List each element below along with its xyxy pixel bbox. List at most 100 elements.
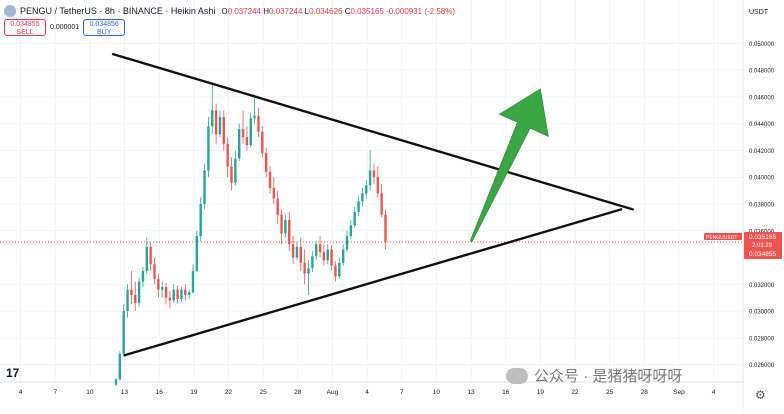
y-tick-label: 0.026000 <box>749 363 775 369</box>
grid <box>0 0 743 382</box>
buy-label: BUY <box>97 29 112 36</box>
candle <box>184 284 187 301</box>
candle <box>338 257 341 279</box>
candle-body <box>141 270 145 282</box>
symbol-title[interactable]: PENGU / TetherUS · 8h · BINANCE · Heikin… <box>20 6 216 16</box>
candle-body <box>211 110 214 127</box>
ohlc-open: 0.037244 <box>227 6 262 16</box>
candle-body <box>264 153 268 172</box>
candle-body <box>195 236 199 271</box>
candle <box>157 273 160 298</box>
price-label: PENGUUSDT 0.035165 2:01:29 0.034855 <box>704 232 782 259</box>
y-tick-label: 0.048000 <box>749 69 775 75</box>
candle-body <box>384 214 387 242</box>
candle-body <box>161 286 164 290</box>
candle <box>288 212 291 251</box>
candle-body <box>261 131 264 154</box>
price-label-bid: 0.034855 <box>749 251 776 258</box>
candle <box>126 284 129 318</box>
y-tick-label: 0.050000 <box>749 42 775 48</box>
candle <box>180 286 183 302</box>
sell-price: 0.034855 <box>10 21 40 28</box>
candle <box>322 244 326 266</box>
watermark: 公众号 · 是猪猪呀呀呀 <box>506 365 682 386</box>
candle <box>149 242 152 271</box>
ohlc-low: 0.034626 <box>309 6 343 16</box>
candle <box>141 266 145 287</box>
y-tick-label: 0.032000 <box>749 283 775 289</box>
coin-logo-icon <box>4 5 16 17</box>
candle <box>168 290 172 309</box>
candle <box>207 117 210 178</box>
price-axis[interactable]: USDT 0.050000 0.048000 0.046000 0.044000 0.0… <box>749 9 775 369</box>
candle-body <box>168 297 172 301</box>
candle-body <box>230 166 233 183</box>
trendline-upper[interactable] <box>111 52 634 211</box>
x-tick-label: 25 <box>260 389 268 396</box>
candle <box>318 236 322 258</box>
buy-button[interactable]: 0.034856 BUY <box>83 19 126 36</box>
y-tick-label: 0.046000 <box>749 95 775 101</box>
candle-body <box>238 129 241 159</box>
ohlc-change: -0.000931 (-2.58%) <box>386 6 456 16</box>
candle <box>384 209 387 250</box>
candle-body <box>272 187 276 199</box>
candle <box>353 206 356 229</box>
ohlc-high-key: H <box>263 6 270 16</box>
candle-body <box>134 295 137 304</box>
candle <box>130 270 133 305</box>
candle <box>372 163 376 184</box>
tradingview-logo[interactable]: 17 <box>6 366 20 380</box>
candle <box>303 249 306 285</box>
price-label-countdown: 2:01:29 <box>752 243 773 249</box>
candle <box>280 209 283 245</box>
candle-body <box>268 171 272 188</box>
candle <box>187 289 191 300</box>
candle-body <box>299 246 302 263</box>
settings-gear-icon[interactable]: ⚙ <box>755 388 766 402</box>
price-label-symbol: PENGUUSDT <box>706 235 737 241</box>
candle <box>291 236 295 265</box>
candle-body <box>176 289 179 300</box>
candle-body <box>130 289 133 296</box>
candle <box>326 244 329 265</box>
y-tick-label: 0.044000 <box>749 122 775 128</box>
candle-body <box>145 246 148 271</box>
candle <box>361 187 364 207</box>
candle-body <box>303 262 306 274</box>
candle-body <box>203 170 206 205</box>
x-tick-label: 13 <box>467 389 475 396</box>
candle <box>357 195 360 217</box>
x-tick-label: 4 <box>19 389 23 396</box>
x-tick-label: 22 <box>571 389 579 396</box>
trendline-lower[interactable] <box>123 208 623 357</box>
y-tick-label: 0.030000 <box>749 310 775 316</box>
ohlc-open-key: O <box>221 6 228 16</box>
candle-body <box>153 264 156 279</box>
candle-body <box>257 115 260 132</box>
candle-body <box>322 252 326 261</box>
candle <box>365 179 368 199</box>
candle-body <box>214 110 218 135</box>
candle-body <box>226 143 229 167</box>
candles <box>114 83 387 387</box>
sell-label: SELL <box>16 29 34 36</box>
candle-body <box>291 244 295 258</box>
candle <box>349 220 353 239</box>
sell-button[interactable]: 0.034855 SELL <box>4 19 46 36</box>
candle-body <box>199 204 202 237</box>
candle <box>268 166 272 194</box>
candle <box>284 214 287 238</box>
ohlc-close-key: C <box>344 6 351 16</box>
x-tick-label: 7 <box>400 389 404 396</box>
candle <box>191 264 195 294</box>
candle-body <box>349 225 353 237</box>
candle <box>330 245 333 271</box>
ohlc-close: 0.035165 <box>350 6 384 16</box>
candle <box>195 230 199 273</box>
candle <box>222 110 225 151</box>
candle <box>368 150 372 191</box>
time-axis[interactable]: 4 7 10 13 16 19 22 25 28 Aug 4 7 10 13 16 19 22 25 28 Sep 4 <box>19 389 716 396</box>
